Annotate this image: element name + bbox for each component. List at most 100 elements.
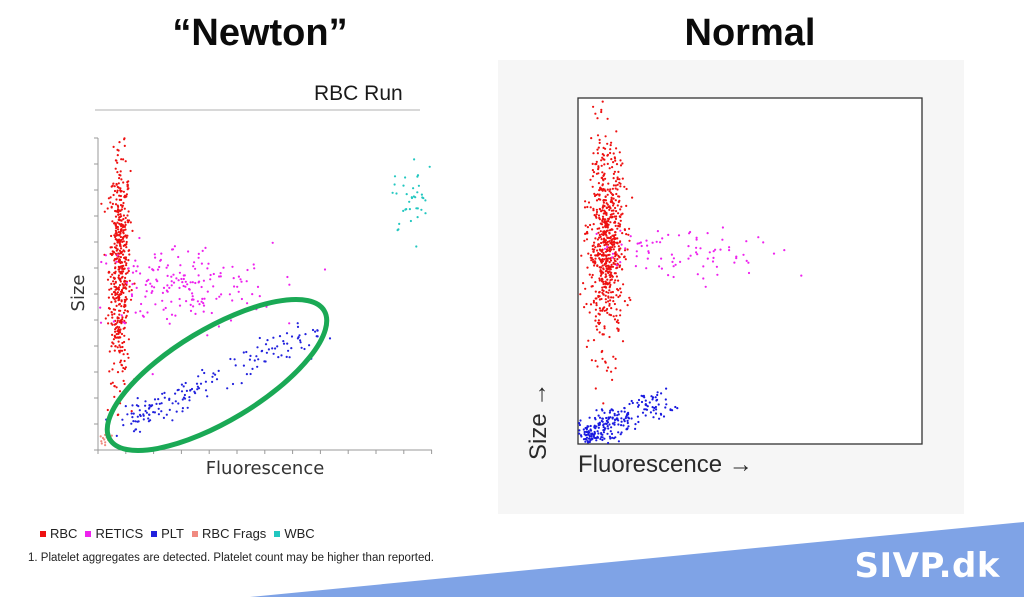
data-point bbox=[617, 431, 620, 434]
data-point bbox=[610, 307, 613, 310]
left-axis-ticks bbox=[94, 137, 433, 454]
data-point bbox=[613, 412, 616, 415]
data-point bbox=[664, 398, 667, 401]
data-point bbox=[597, 252, 600, 255]
data-point bbox=[117, 218, 120, 221]
data-point bbox=[634, 423, 637, 426]
data-point bbox=[129, 169, 132, 173]
data-point bbox=[119, 213, 122, 216]
data-point bbox=[121, 345, 124, 349]
data-point bbox=[606, 245, 609, 248]
data-point bbox=[251, 367, 254, 370]
data-point bbox=[593, 425, 596, 428]
data-point bbox=[131, 416, 134, 419]
data-point bbox=[128, 219, 131, 222]
right-points bbox=[578, 100, 803, 445]
data-point bbox=[619, 223, 622, 226]
data-point bbox=[290, 347, 293, 350]
data-point bbox=[130, 412, 133, 415]
data-point bbox=[119, 170, 122, 173]
data-point bbox=[142, 414, 145, 417]
data-point bbox=[587, 437, 591, 440]
data-point bbox=[119, 187, 122, 190]
data-point bbox=[121, 341, 124, 345]
data-point bbox=[115, 244, 118, 247]
data-point bbox=[117, 332, 120, 335]
data-point bbox=[645, 239, 648, 242]
data-point bbox=[586, 226, 589, 229]
data-point bbox=[149, 282, 152, 285]
data-point bbox=[597, 319, 600, 322]
data-point bbox=[593, 248, 596, 251]
data-point bbox=[589, 223, 592, 227]
data-point bbox=[584, 440, 587, 443]
data-point bbox=[584, 200, 587, 203]
brand-logo-text: SIVP.dk bbox=[854, 546, 1000, 586]
data-point bbox=[617, 212, 620, 215]
data-point bbox=[589, 206, 592, 209]
data-point bbox=[120, 293, 123, 296]
data-point bbox=[578, 429, 581, 432]
data-point bbox=[599, 235, 602, 238]
data-point bbox=[595, 232, 598, 235]
data-point bbox=[592, 339, 596, 342]
data-point bbox=[645, 408, 649, 411]
data-point bbox=[599, 245, 602, 248]
data-point bbox=[123, 348, 126, 352]
data-point bbox=[612, 193, 615, 196]
data-point bbox=[608, 190, 611, 193]
data-point bbox=[195, 382, 199, 385]
data-point bbox=[649, 411, 652, 414]
data-point bbox=[271, 347, 274, 350]
data-point bbox=[138, 409, 141, 412]
data-point bbox=[130, 289, 133, 292]
data-point bbox=[611, 378, 614, 381]
data-point bbox=[100, 442, 103, 445]
data-point bbox=[236, 285, 239, 288]
data-point bbox=[122, 235, 125, 238]
data-point bbox=[601, 189, 604, 192]
data-point bbox=[630, 417, 633, 420]
data-point bbox=[126, 310, 129, 313]
data-point bbox=[679, 260, 682, 263]
data-point bbox=[595, 216, 598, 219]
data-point bbox=[623, 300, 626, 303]
data-point bbox=[590, 435, 593, 438]
data-point bbox=[116, 371, 120, 374]
data-point bbox=[111, 273, 114, 276]
data-point bbox=[598, 298, 601, 301]
data-point bbox=[592, 250, 595, 253]
data-point bbox=[172, 273, 175, 276]
data-point bbox=[619, 164, 623, 167]
data-point bbox=[124, 221, 127, 224]
data-point bbox=[600, 159, 603, 162]
data-point bbox=[136, 265, 139, 268]
data-point bbox=[190, 298, 194, 301]
data-point bbox=[587, 339, 590, 342]
data-point bbox=[598, 193, 601, 196]
data-point bbox=[597, 198, 600, 201]
data-point bbox=[122, 379, 125, 382]
data-point bbox=[116, 161, 119, 164]
data-point bbox=[605, 234, 608, 237]
data-point bbox=[658, 417, 661, 420]
data-point bbox=[600, 238, 603, 241]
legend-label: RETICS bbox=[95, 526, 144, 541]
data-point bbox=[598, 141, 601, 144]
data-point bbox=[124, 405, 127, 408]
data-point bbox=[139, 272, 142, 275]
data-point bbox=[297, 336, 300, 339]
data-point bbox=[171, 419, 174, 422]
data-point bbox=[605, 255, 608, 258]
data-point bbox=[609, 151, 612, 155]
data-point bbox=[612, 177, 615, 180]
data-point bbox=[186, 283, 189, 286]
data-point bbox=[200, 285, 203, 289]
data-point bbox=[594, 290, 597, 293]
data-point bbox=[638, 242, 641, 245]
data-point bbox=[617, 423, 620, 426]
data-point bbox=[601, 258, 604, 261]
data-point bbox=[246, 268, 249, 272]
data-point bbox=[147, 417, 150, 420]
data-point bbox=[605, 213, 608, 216]
